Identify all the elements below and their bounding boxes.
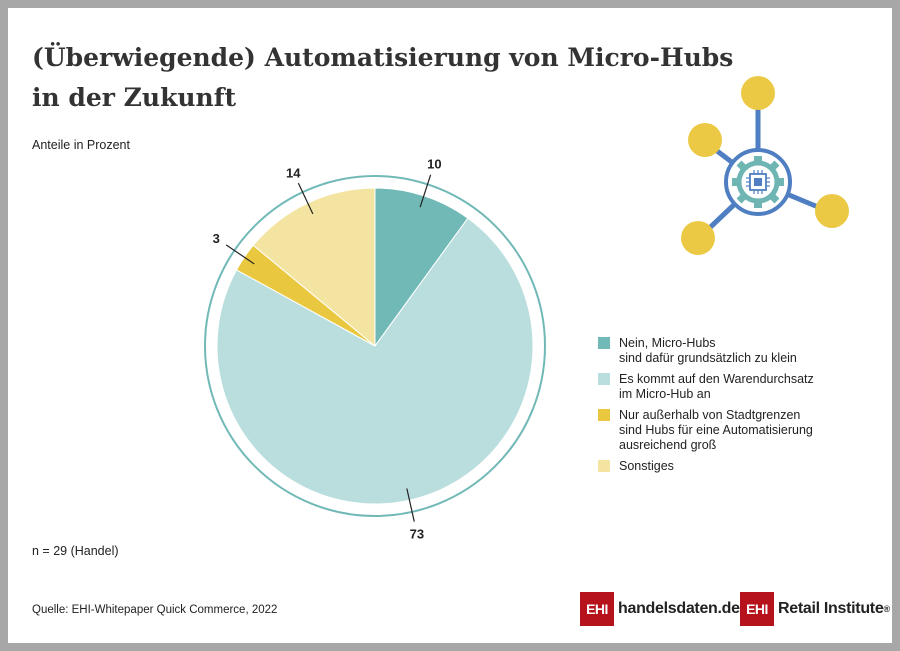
slice-leader-line [297,182,314,215]
slice-value-label: 73 [410,526,424,541]
legend-swatch [598,337,610,349]
chart-title: (Überwiegende) Automatisierung von Micro… [32,38,752,118]
slice-leader-line [419,174,432,208]
title-line-2: in der Zukunft [32,83,237,112]
pie-outer-ring [204,175,546,517]
legend-item[interactable]: Es kommt auf den Warendurchsatz im Micro… [598,372,868,402]
slice-value-label: 14 [286,165,301,180]
legend-item[interactable]: Nein, Micro-Hubs sind dafür grundsätzlic… [598,336,868,366]
chart-legend: Nein, Micro-Hubs sind dafür grundsätzlic… [598,336,868,480]
legend-swatch [598,409,610,421]
legend-swatch [598,460,610,472]
legend-label: Sonstiges [619,459,674,473]
logo-handelsdaten[interactable]: EHI handelsdaten.de [580,592,740,626]
pie-chart: 10 73 3 14 [204,156,546,541]
slice-leader-line [406,488,415,522]
legend-label: Nein, Micro-Hubs sind dafür grundsätzlic… [619,336,797,365]
slice-leader-line [225,244,255,265]
logo-retail-institute-text: Retail Institute [778,600,884,617]
legend-label: Es kommt auf den Warendurchsatz im Micro… [619,372,814,401]
ehi-mark: EHI [580,592,614,626]
logo-handelsdaten-text: handelsdaten.de [618,600,740,617]
logo-retail-institute[interactable]: EHI Retail Institute ® [740,592,890,626]
title-line-1: (Überwiegende) Automatisierung von Micro… [32,43,734,72]
slice-value-label: 3 [213,231,220,246]
slice-value-label: 10 [427,156,441,171]
source-note: Quelle: EHI-Whitepaper Quick Commerce, 2… [32,604,278,616]
legend-item[interactable]: Nur außerhalb von Stadtgrenzen sind Hubs… [598,408,868,453]
legend-label: Nur außerhalb von Stadtgrenzen sind Hubs… [619,408,813,452]
network-chip-icon [681,76,849,255]
legend-item[interactable]: Sonstiges [598,459,868,474]
registered-mark: ® [883,604,891,614]
chart-card: (Überwiegende) Automatisierung von Micro… [8,8,892,643]
ehi-mark: EHI [740,592,774,626]
sample-size-note: n = 29 (Handel) [32,544,119,558]
legend-swatch [598,373,610,385]
chart-subtitle: Anteile in Prozent [32,138,130,152]
